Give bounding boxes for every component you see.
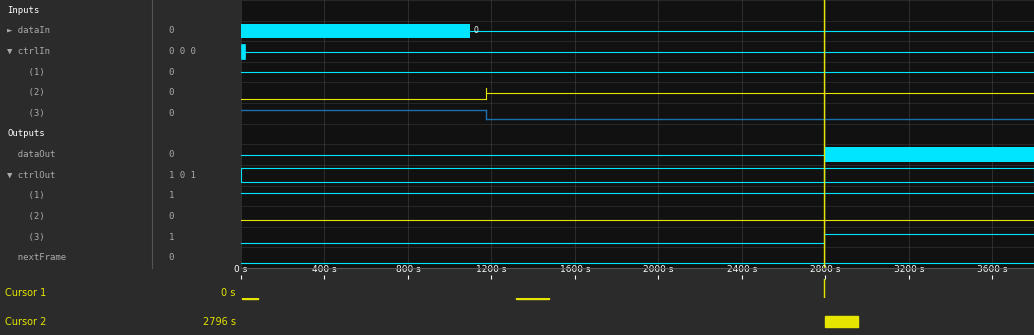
Text: 0: 0 [474,26,479,36]
Text: (1): (1) [7,191,44,200]
Text: 0: 0 [169,253,174,262]
Text: 1: 1 [169,191,174,200]
Text: ► dataIn: ► dataIn [7,26,51,36]
Text: 2796 s: 2796 s [826,317,857,326]
Text: 1: 1 [169,232,174,242]
Text: 0: 0 [169,150,174,159]
Text: ▼ ctrlOut: ▼ ctrlOut [7,171,56,180]
Text: 0 s: 0 s [221,288,236,298]
Text: Inputs: Inputs [7,6,39,15]
Text: 0: 0 [169,109,174,118]
Text: 0: 0 [169,212,174,221]
Bar [824,147,1034,162]
Text: 0: 0 [169,88,174,97]
Text: (3): (3) [7,232,44,242]
Text: nextFrame: nextFrame [7,253,66,262]
Text: 0: 0 [169,26,174,36]
Text: (1): (1) [7,68,44,77]
Text: (3): (3) [7,109,44,118]
Text: Outputs: Outputs [7,130,44,138]
Text: 2796 s: 2796 s [203,317,236,327]
Text: (2): (2) [7,212,44,221]
Text: 0 0 0: 0 0 0 [169,47,195,56]
Text: 0 s: 0 s [243,289,256,298]
Text: 0: 0 [169,68,174,77]
Text: ▼ ctrlIn: ▼ ctrlIn [7,47,51,56]
Text: 2796 s: 2796 s [517,289,548,298]
Bar [824,168,1034,183]
Text: Cursor 2: Cursor 2 [5,317,47,327]
Text: Cursor 1: Cursor 1 [5,288,47,298]
Text: 1 0 1: 1 0 1 [169,171,195,180]
Text: (2): (2) [7,88,44,97]
Bar [241,168,824,183]
Text: dataOut: dataOut [7,150,56,159]
Bar [241,24,470,38]
Bar [241,44,245,59]
